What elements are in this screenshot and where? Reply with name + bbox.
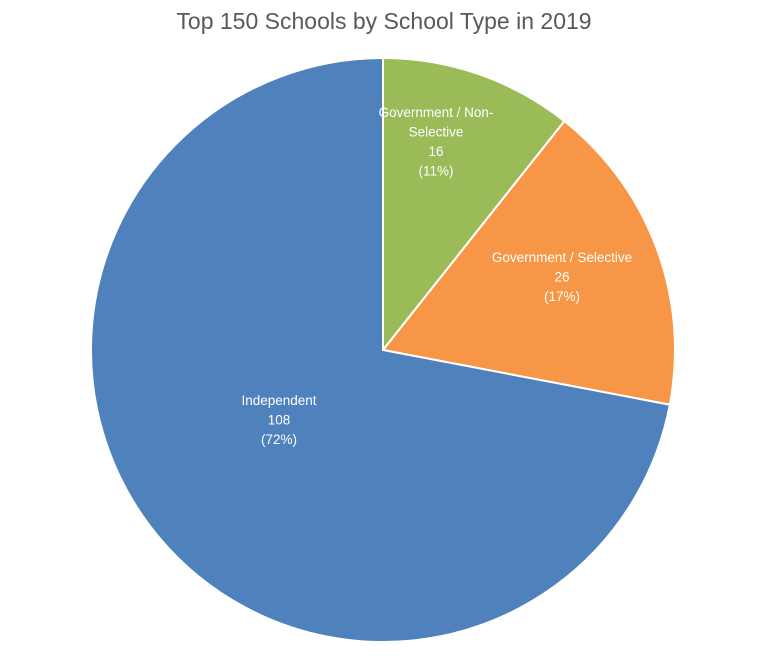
pie-slice-government-non-selective — [382, 56, 566, 353]
chart-title: Top 150 Schools by School Type in 2019 — [176, 8, 592, 34]
data-label: Government / Selective 26 (17%) — [492, 250, 632, 304]
data-label: Independent 108 (72%) — [241, 393, 316, 447]
pie-slice-government-selective — [381, 119, 676, 406]
pie-slice-independent — [90, 56, 671, 643]
data-label: Government / Non-Selective 16 (11%) — [379, 105, 494, 179]
